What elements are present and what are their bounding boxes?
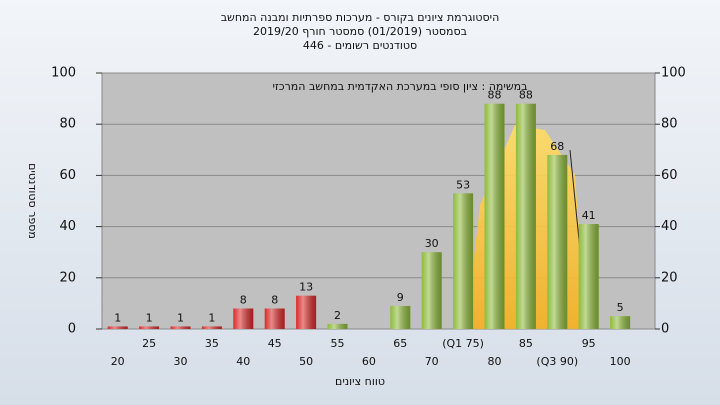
value-label: 88	[519, 89, 533, 102]
y-tick-label: 60	[59, 168, 76, 183]
annotation: במשימה : ציון סופי במערכת האקדמית במחשב …	[273, 80, 528, 93]
bar-highlight	[484, 103, 505, 329]
x-tick-label: 20	[111, 355, 125, 368]
value-label: 41	[582, 209, 596, 222]
x-axis-label: טווח ציונים	[335, 375, 385, 388]
value-label: 88	[488, 89, 502, 102]
bar-highlight	[233, 308, 254, 329]
bar-highlight	[107, 326, 128, 329]
x-tick-label: 40	[236, 355, 250, 368]
bar-highlight	[327, 323, 348, 329]
bar-highlight	[201, 326, 222, 329]
y-tick-label: 80	[59, 117, 76, 132]
value-label: 8	[240, 294, 247, 307]
value-label: 1	[177, 311, 184, 324]
x-tick-label: (Q1 75)	[442, 337, 484, 350]
bar-highlight	[547, 154, 568, 329]
x-tick-label: 30	[174, 355, 188, 368]
value-label: 53	[456, 178, 470, 191]
bar-highlight	[578, 224, 599, 329]
bar-highlight	[453, 193, 474, 329]
y2-tick-label: 60	[661, 168, 678, 183]
value-label: 2	[334, 309, 341, 322]
x-tick-label: (Q3 90)	[536, 355, 578, 368]
value-label: 1	[208, 311, 215, 324]
x-tick-label: 25	[142, 337, 156, 350]
bar-highlight	[296, 295, 317, 329]
y-tick-label: 100	[51, 66, 76, 81]
value-label: 30	[425, 237, 439, 250]
x-tick-label: 45	[268, 337, 282, 350]
x-tick-label: 95	[582, 337, 596, 350]
title-line: סטודנטים רשומים - 446	[303, 39, 417, 52]
x-tick-label: 80	[488, 355, 502, 368]
y2-tick-label: 20	[661, 270, 678, 285]
x-tick-label: 50	[299, 355, 313, 368]
bar-highlight	[139, 326, 160, 329]
bar-highlight	[390, 305, 411, 329]
x-tick-label: 60	[362, 355, 376, 368]
x-tick-label: 100	[610, 355, 631, 368]
x-tick-label: 65	[393, 337, 407, 350]
value-label: 1	[114, 311, 121, 324]
value-label: 9	[397, 291, 404, 304]
y2-tick-label: 40	[661, 219, 678, 234]
x-tick-label: 35	[205, 337, 219, 350]
x-tick-label: 70	[425, 355, 439, 368]
bar-highlight	[264, 308, 285, 329]
y2-tick-label: 80	[661, 117, 678, 132]
value-label: 13	[299, 281, 313, 294]
y2-tick-label: 100	[661, 66, 686, 81]
x-tick-label: 85	[519, 337, 533, 350]
value-label: 1	[146, 311, 153, 324]
y2-tick-label: 0	[661, 322, 669, 337]
value-label: 5	[617, 301, 624, 314]
bar-highlight	[515, 103, 536, 329]
y-tick-label: 0	[68, 322, 76, 337]
bar-highlight	[421, 252, 442, 329]
y-tick-label: 40	[59, 219, 76, 234]
y-tick-label: 20	[59, 270, 76, 285]
y-axis-label: מספר סטודנטים	[26, 163, 39, 239]
bar-highlight	[610, 316, 631, 329]
x-tick-label: 55	[331, 337, 345, 350]
title-line: היסטוגרמת ציונים בקורס - מערכות ספרתיות …	[221, 11, 500, 24]
title-line: בסמסטר (01/2019) סמסטר חורף 2019/20	[253, 25, 467, 38]
value-label: 8	[271, 294, 278, 307]
value-label: 68	[550, 140, 564, 153]
bar-highlight	[170, 326, 191, 329]
